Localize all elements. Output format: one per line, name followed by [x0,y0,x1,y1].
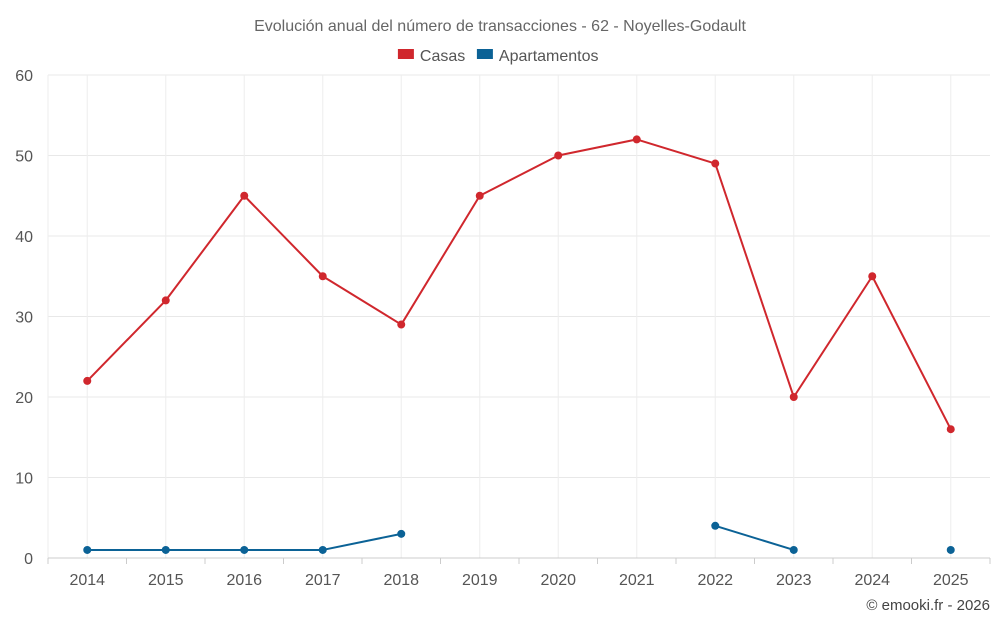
y-tick-label: 20 [15,390,33,407]
x-tick-label: 2017 [305,572,341,589]
series-line-apartamentos [714,524,795,551]
x-tick-label: 2019 [462,572,498,589]
y-tick-label: 60 [15,68,33,85]
data-point-apartamentos[interactable] [789,545,798,554]
y-tick-label: 40 [15,229,33,246]
data-point-apartamentos[interactable] [711,521,720,530]
x-tick-label: 2022 [697,572,733,589]
x-tick-label: 2023 [776,572,812,589]
data-point-casas[interactable] [789,393,798,401]
data-point-apartamentos[interactable] [161,545,170,554]
chart-title: Evolución anual del número de transaccio… [254,18,746,35]
data-point-casas[interactable] [240,191,249,200]
data-point-casas[interactable] [83,376,92,385]
data-point-casas[interactable] [868,272,877,281]
y-tick-label: 0 [24,551,33,568]
legend-label-casas[interactable]: Casas [420,48,465,65]
y-tick-label: 10 [15,471,33,488]
data-point-casas[interactable] [161,296,170,305]
data-point-apartamentos[interactable] [240,545,249,554]
data-point-casas[interactable] [946,425,955,434]
data-point-casas[interactable] [475,191,484,200]
data-point-apartamentos[interactable] [83,545,92,554]
legend-swatch-casas[interactable] [397,49,414,59]
x-tick-label: 2021 [619,572,655,589]
x-tick-label: 2025 [933,572,969,589]
legend-swatch-apartamentos[interactable] [476,49,493,59]
data-point-apartamentos[interactable] [397,529,406,538]
data-point-casas[interactable] [711,159,720,168]
x-tick-label: 2024 [854,572,890,589]
x-tick-label: 2016 [226,572,262,589]
y-tick-label: 50 [15,149,33,166]
data-point-apartamentos[interactable] [946,545,955,554]
grid-lines [47,74,990,558]
legend: Casas Apartamentos [397,48,599,65]
axes: 0 10 20 30 40 50 60 2014 2015 2016 2017 2018 2019 202… [15,68,991,589]
x-tick-label: 2018 [383,572,419,589]
data-point-casas[interactable] [318,272,327,281]
credit-text: © emooki.fr - 2026 [866,597,990,614]
data-point-apartamentos[interactable] [318,545,327,554]
series-line-casas [86,138,952,430]
data-point-casas[interactable] [632,135,641,144]
legend-label-apartamentos[interactable]: Apartamentos [499,48,599,65]
data-point-casas[interactable] [554,151,563,160]
x-tick-label: 2015 [148,572,184,589]
series-group [83,135,955,554]
x-tick-label: 2014 [69,572,105,589]
x-tick-label: 2020 [540,572,576,589]
y-tick-label: 30 [15,310,33,327]
data-point-casas[interactable] [397,320,406,329]
